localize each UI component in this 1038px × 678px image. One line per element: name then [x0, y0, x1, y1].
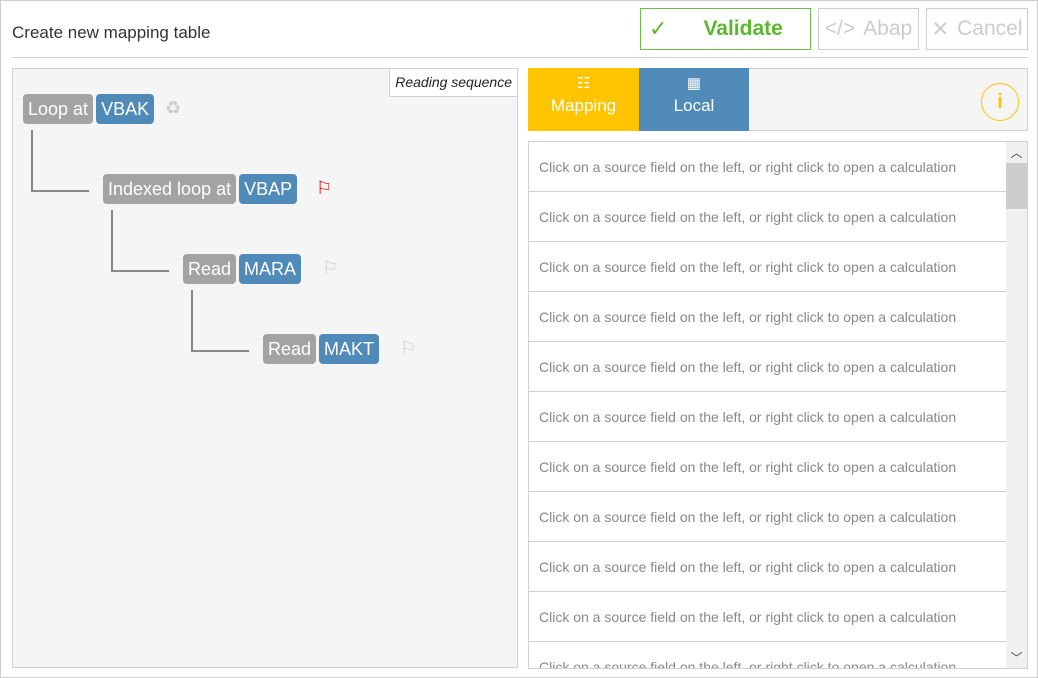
mapping-row[interactable]: Click on a source field on the left, or … — [529, 492, 1007, 542]
mapping-row[interactable]: Click on a source field on the left, or … — [529, 142, 1007, 192]
node-operation: Read — [263, 334, 317, 364]
tree-connector — [191, 290, 249, 352]
check-icon: ✓ — [649, 16, 668, 41]
flag-icon[interactable]: ⚐ — [316, 178, 333, 198]
mapping-row[interactable]: Click on a source field on the left, or … — [529, 592, 1007, 642]
tree-node-mara[interactable]: Read MARA — [183, 254, 302, 284]
tree-list-icon: ☷ — [576, 75, 591, 92]
tree-connector — [31, 130, 89, 192]
scroll-up-icon[interactable]: ︿ — [1010, 146, 1023, 160]
node-table[interactable]: MAKT — [319, 334, 380, 364]
tree-node-vbak[interactable]: Loop at VBAK — [23, 94, 155, 124]
tab-local[interactable]: ▦ Local — [639, 68, 749, 131]
mapping-row[interactable]: Click on a source field on the left, or … — [529, 442, 1007, 492]
node-table[interactable]: MARA — [239, 254, 302, 284]
tree-node-vbap[interactable]: Indexed loop at VBAP — [103, 174, 298, 204]
node-operation: Indexed loop at — [103, 174, 237, 204]
mapping-row[interactable]: Click on a source field on the left, or … — [529, 392, 1007, 442]
mapping-row[interactable]: Click on a source field on the left, or … — [529, 642, 1007, 668]
mapping-list: Click on a source field on the left, or … — [528, 141, 1028, 669]
mapping-row[interactable]: Click on a source field on the left, or … — [529, 292, 1007, 342]
node-operation: Loop at — [23, 94, 94, 124]
mapping-row[interactable]: Click on a source field on the left, or … — [529, 242, 1007, 292]
abap-button[interactable]: </> Abap — [818, 8, 919, 50]
tab-label: Local — [673, 96, 715, 115]
reading-sequence-label: Reading sequence — [389, 68, 518, 97]
scrollbar-thumb[interactable] — [1006, 163, 1027, 209]
node-table[interactable]: VBAK — [96, 94, 155, 124]
code-icon: </> — [824, 17, 856, 40]
scrollbar[interactable]: ︿ ﹀ — [1006, 142, 1027, 668]
dialog-title: Create new mapping table — [12, 23, 211, 42]
tab-label: Mapping — [550, 96, 617, 115]
node-operation: Read — [183, 254, 237, 284]
validate-button[interactable]: ✓ Validate — [640, 8, 811, 50]
info-icon[interactable]: i — [981, 83, 1019, 121]
divider — [12, 57, 1028, 58]
tree-node-makt[interactable]: Read MAKT — [263, 334, 380, 364]
mapping-row[interactable]: Click on a source field on the left, or … — [529, 542, 1007, 592]
calculator-icon: ▦ — [686, 75, 702, 92]
abap-label: Abap — [863, 17, 913, 40]
mapping-row[interactable]: Click on a source field on the left, or … — [529, 192, 1007, 242]
tab-bar: ☷ Mapping ▦ Local i — [528, 68, 1028, 131]
cancel-button[interactable]: ✕ Cancel — [926, 8, 1028, 50]
recycle-icon[interactable]: ♻ — [165, 98, 182, 118]
flag-icon[interactable]: ⚐ — [322, 258, 339, 278]
node-table[interactable]: VBAP — [239, 174, 298, 204]
tree-connector — [111, 210, 169, 272]
cancel-label: Cancel — [957, 17, 1023, 40]
tab-mapping[interactable]: ☷ Mapping — [528, 68, 639, 131]
close-icon: ✕ — [931, 17, 950, 41]
mapping-row[interactable]: Click on a source field on the left, or … — [529, 342, 1007, 392]
validate-label: Validate — [703, 17, 783, 40]
flag-icon[interactable]: ⚐ — [400, 338, 417, 358]
scroll-down-icon[interactable]: ﹀ — [1010, 651, 1023, 665]
reading-sequence-panel: Reading sequence Loop at VBAK ♻ Indexed l… — [12, 68, 518, 668]
